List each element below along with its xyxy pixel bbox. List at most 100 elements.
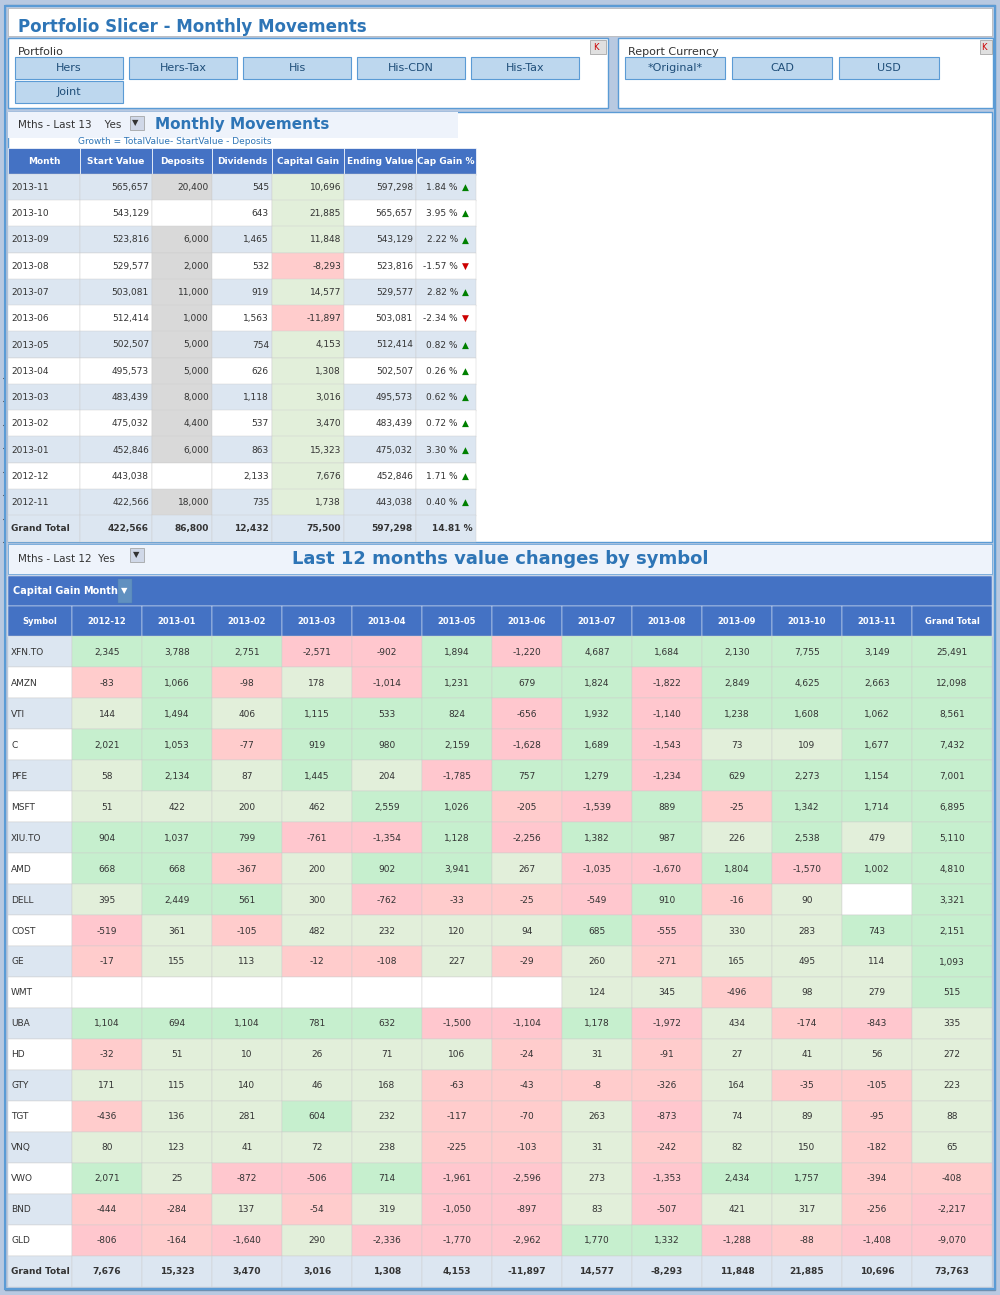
Text: -1,354: -1,354 bbox=[373, 834, 401, 843]
Text: -2,962: -2,962 bbox=[513, 1237, 541, 1244]
Title: Growth % Comparing to CAD and USD Indexes: Growth % Comparing to CAD and USD Indexe… bbox=[572, 364, 878, 377]
Text: -873: -873 bbox=[657, 1112, 677, 1121]
Text: -91: -91 bbox=[660, 1050, 674, 1059]
Text: His: His bbox=[288, 63, 306, 73]
Text: 1,279: 1,279 bbox=[584, 772, 610, 781]
Text: 479: 479 bbox=[868, 834, 886, 843]
Text: -843: -843 bbox=[867, 1019, 887, 1028]
Text: -9,070: -9,070 bbox=[938, 1237, 966, 1244]
Text: 1,308: 1,308 bbox=[803, 214, 818, 219]
Text: -1,140: -1,140 bbox=[653, 710, 681, 719]
Text: 0.62 %: 0.62 % bbox=[426, 394, 458, 401]
Text: 565,657: 565,657 bbox=[112, 183, 149, 192]
Text: 2.22 %: 2.22 % bbox=[427, 236, 458, 245]
Text: K: K bbox=[593, 43, 598, 52]
Text: 597,298: 597,298 bbox=[372, 524, 413, 534]
Bar bbox=[298, 409, 308, 543]
Text: 123: 123 bbox=[168, 1143, 186, 1153]
Text: -11,897: -11,897 bbox=[843, 273, 864, 278]
Text: 11,848: 11,848 bbox=[720, 1267, 754, 1276]
Text: 41: 41 bbox=[801, 1050, 813, 1059]
Text: 475,032: 475,032 bbox=[112, 420, 149, 429]
Text: 2013-05: 2013-05 bbox=[438, 616, 476, 625]
Text: Deposits: Deposits bbox=[160, 157, 204, 166]
Text: -17: -17 bbox=[100, 957, 114, 966]
Text: Grand Total: Grand Total bbox=[11, 524, 70, 534]
Text: 10,080: 10,080 bbox=[544, 180, 564, 185]
Text: 2,021: 2,021 bbox=[94, 741, 120, 750]
Bar bbox=[568, 225, 583, 236]
Text: Month: Month bbox=[83, 587, 118, 596]
Legend: Total, Trendline: Total, Trendline bbox=[12, 382, 130, 396]
Text: 532: 532 bbox=[252, 262, 269, 271]
Text: 1,154: 1,154 bbox=[864, 772, 890, 781]
Text: -1,972: -1,972 bbox=[653, 1019, 681, 1028]
Text: 140: 140 bbox=[238, 1081, 256, 1090]
Text: 204: 204 bbox=[378, 772, 396, 781]
Text: 4,687: 4,687 bbox=[584, 648, 610, 657]
Text: 279: 279 bbox=[868, 988, 886, 997]
Text: -326: -326 bbox=[657, 1081, 677, 1090]
Text: 0.72 %: 0.72 % bbox=[558, 460, 583, 466]
Text: GLD: GLD bbox=[11, 1237, 30, 1244]
Text: -394: -394 bbox=[867, 1175, 887, 1184]
Text: -256: -256 bbox=[867, 1206, 887, 1215]
Text: ▲: ▲ bbox=[462, 366, 469, 376]
Text: 1,066: 1,066 bbox=[164, 679, 190, 688]
Text: -507: -507 bbox=[657, 1206, 677, 1215]
Text: -164: -164 bbox=[167, 1237, 187, 1244]
Text: -8,293: -8,293 bbox=[312, 262, 341, 271]
Text: 1,104: 1,104 bbox=[234, 1019, 260, 1028]
Text: 11,848: 11,848 bbox=[310, 236, 341, 245]
Text: -2.34 %: -2.34 % bbox=[734, 526, 761, 532]
Text: 2012-12: 2012-12 bbox=[11, 471, 48, 480]
Text: -897: -897 bbox=[517, 1206, 537, 1215]
Text: 1,465: 1,465 bbox=[243, 236, 269, 245]
Bar bbox=[111, 451, 121, 543]
Bar bbox=[310, 409, 320, 543]
Text: 529,577: 529,577 bbox=[376, 287, 413, 297]
Text: His-Tax: His-Tax bbox=[506, 63, 544, 73]
Text: ▲: ▲ bbox=[462, 471, 469, 480]
Bar bbox=[803, 220, 818, 225]
Text: -762: -762 bbox=[377, 896, 397, 905]
Text: 1,757: 1,757 bbox=[794, 1175, 820, 1184]
Text: 10,696: 10,696 bbox=[310, 183, 341, 192]
Text: 1,738: 1,738 bbox=[315, 499, 341, 508]
Bar bbox=[428, 401, 438, 543]
Text: 71: 71 bbox=[381, 1050, 393, 1059]
Text: 150: 150 bbox=[798, 1143, 816, 1153]
Text: *Original*: *Original* bbox=[647, 63, 703, 73]
Text: COST: COST bbox=[11, 926, 35, 935]
Text: -8,293: -8,293 bbox=[887, 259, 905, 264]
Text: His-CDN: His-CDN bbox=[388, 63, 434, 73]
Bar bbox=[287, 414, 297, 543]
Text: -1,785: -1,785 bbox=[442, 772, 472, 781]
Text: 0.26 %: 0.26 % bbox=[426, 366, 458, 376]
Text: 2,000: 2,000 bbox=[183, 262, 209, 271]
Text: 2,345: 2,345 bbox=[94, 648, 120, 657]
Text: 72: 72 bbox=[311, 1143, 323, 1153]
Bar bbox=[846, 225, 861, 271]
Text: 452,846: 452,846 bbox=[112, 445, 149, 455]
Text: 114: 114 bbox=[868, 957, 886, 966]
Text: 1,000: 1,000 bbox=[183, 315, 209, 324]
Text: -105: -105 bbox=[867, 1081, 887, 1090]
Bar bbox=[653, 197, 668, 225]
Text: -1,628: -1,628 bbox=[513, 741, 541, 750]
Bar bbox=[322, 414, 332, 543]
Text: 537: 537 bbox=[252, 420, 269, 429]
Text: -806: -806 bbox=[97, 1237, 117, 1244]
Bar bbox=[87, 451, 97, 543]
Title: Monthly Capital Gain/Loss: Monthly Capital Gain/Loss bbox=[634, 98, 816, 111]
Bar bbox=[357, 422, 367, 543]
Text: -98: -98 bbox=[240, 679, 254, 688]
Text: ▼: ▼ bbox=[132, 119, 138, 127]
Text: 171: 171 bbox=[98, 1081, 116, 1090]
Text: 5,000: 5,000 bbox=[183, 341, 209, 350]
Text: 1,053: 1,053 bbox=[164, 741, 190, 750]
Text: 754: 754 bbox=[252, 341, 269, 350]
Text: 8,561: 8,561 bbox=[939, 710, 965, 719]
Text: 2,071: 2,071 bbox=[94, 1175, 120, 1184]
Text: 889: 889 bbox=[658, 803, 676, 812]
